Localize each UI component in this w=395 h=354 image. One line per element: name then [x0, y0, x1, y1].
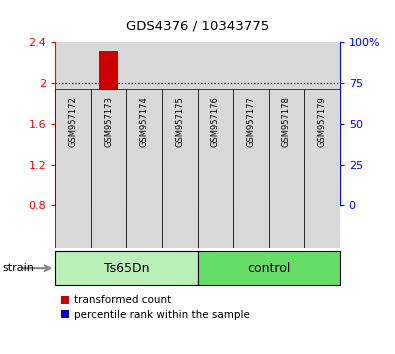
Bar: [233, 42, 269, 205]
FancyBboxPatch shape: [198, 88, 233, 248]
Bar: [162, 42, 198, 205]
Bar: [318, 204, 326, 205]
Text: GSM957176: GSM957176: [211, 96, 220, 147]
Text: GSM957178: GSM957178: [282, 96, 291, 147]
Bar: [140, 202, 149, 205]
FancyBboxPatch shape: [233, 88, 269, 248]
Bar: [246, 202, 255, 205]
Text: GSM957172: GSM957172: [69, 96, 77, 147]
Bar: [69, 202, 77, 205]
FancyBboxPatch shape: [55, 251, 198, 285]
Text: GSM957173: GSM957173: [104, 96, 113, 147]
Text: GSM957179: GSM957179: [318, 96, 326, 147]
FancyBboxPatch shape: [198, 251, 340, 285]
Legend: transformed count, percentile rank within the sample: transformed count, percentile rank withi…: [60, 296, 250, 320]
Bar: [312, 198, 332, 205]
Bar: [91, 42, 126, 205]
FancyBboxPatch shape: [91, 88, 126, 248]
Text: strain: strain: [2, 263, 34, 273]
Bar: [104, 186, 113, 205]
Bar: [198, 42, 233, 205]
Bar: [99, 51, 118, 205]
Bar: [241, 158, 261, 205]
Bar: [175, 200, 184, 205]
FancyBboxPatch shape: [304, 88, 340, 248]
Bar: [126, 42, 162, 205]
Text: GSM957175: GSM957175: [175, 96, 184, 147]
Bar: [55, 42, 91, 205]
Bar: [170, 124, 190, 205]
Bar: [211, 202, 220, 205]
FancyBboxPatch shape: [55, 88, 91, 248]
FancyBboxPatch shape: [269, 88, 304, 248]
Bar: [304, 42, 340, 205]
Text: control: control: [247, 262, 290, 275]
Bar: [134, 156, 154, 205]
Bar: [205, 178, 225, 205]
FancyBboxPatch shape: [126, 88, 162, 248]
Bar: [276, 144, 296, 205]
FancyBboxPatch shape: [162, 88, 198, 248]
Bar: [63, 161, 83, 205]
Text: Ts65Dn: Ts65Dn: [103, 262, 149, 275]
Text: GSM957174: GSM957174: [140, 96, 149, 147]
Bar: [269, 42, 304, 205]
Text: GSM957177: GSM957177: [246, 96, 255, 147]
Bar: [282, 202, 291, 205]
Text: GDS4376 / 10343775: GDS4376 / 10343775: [126, 19, 269, 33]
